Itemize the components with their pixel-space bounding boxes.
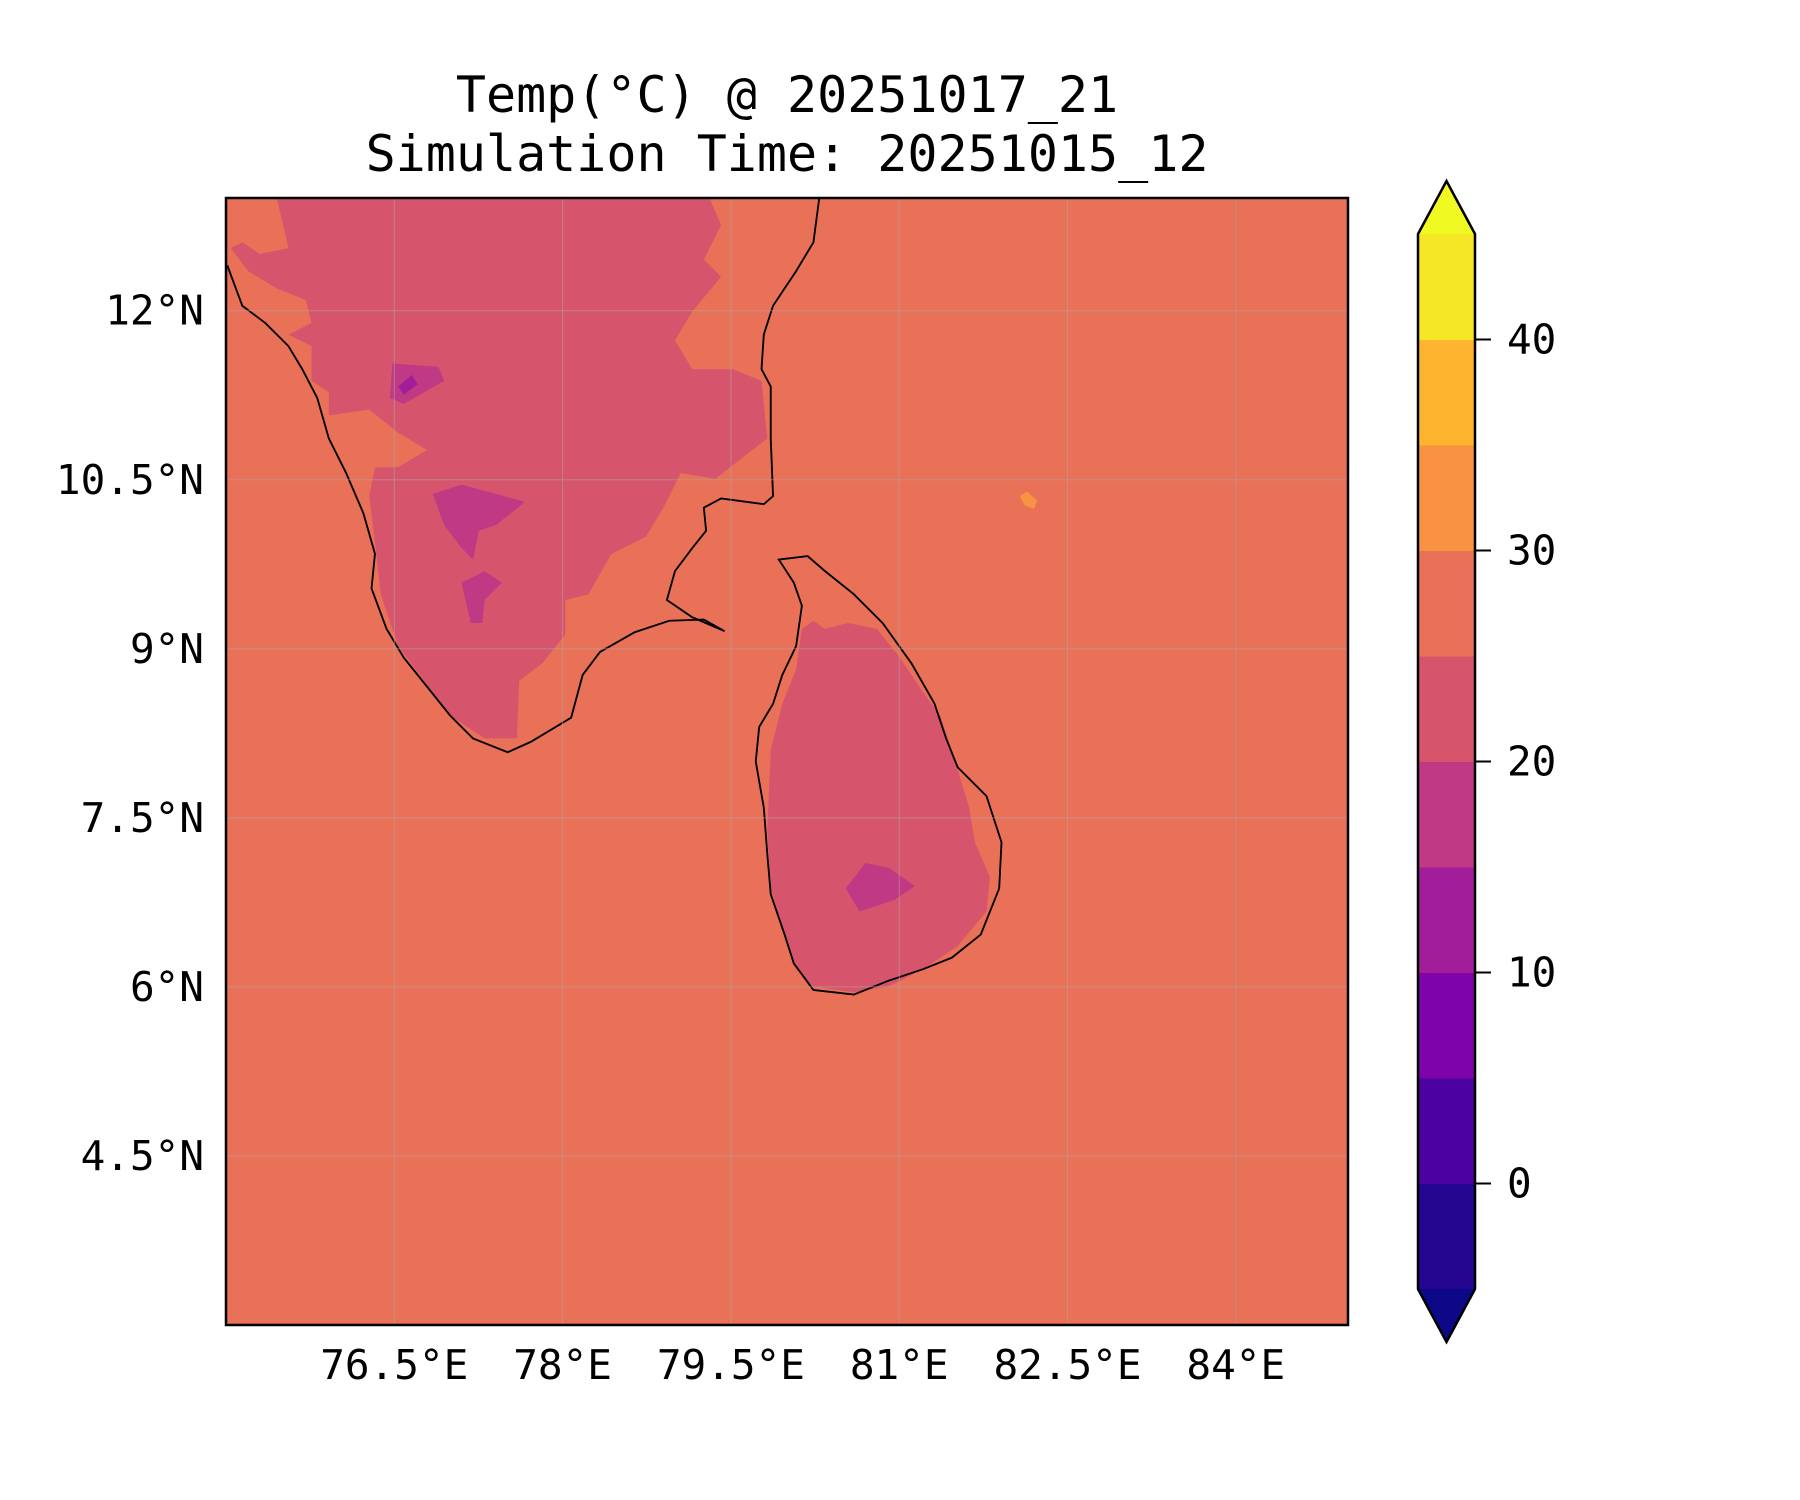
colorbar-bin [1418,339,1475,446]
gridlines [226,198,1348,1325]
colorbar-bin [1418,1078,1475,1184]
india-coastline [226,198,821,754]
x-tick-label: 78°E [513,1341,612,1389]
colorbar-bin [1418,445,1475,551]
map-area [226,198,1348,1325]
colorbar-outline [1416,178,1477,1345]
colorbar-under-extend [1418,1289,1475,1342]
x-axis: 76.5°E 78°E 79.5°E 81°E 82.5°E 84°E [320,1341,1285,1389]
india-highland-field [432,484,525,560]
y-tick-label: 4.5°N [81,1132,204,1180]
x-tick-label: 82.5°E [993,1341,1141,1389]
srilanka-highland-field [845,863,915,912]
y-tick-label: 7.5°N [81,794,204,842]
srilanka-inland-field [767,620,990,993]
colorbar-bin [1418,972,1475,1079]
india-inland-field [230,198,768,739]
colorbar-bin [1418,867,1475,973]
colorbar: 0 10 20 30 40 [1416,178,1556,1345]
y-tick-label: 10.5°N [56,456,204,504]
srilanka-coastline [754,555,1003,996]
colorbar-bin [1418,656,1475,762]
y-axis: 12°N 10.5°N 9°N 7.5°N 6°N 4.5°N [56,287,204,1180]
y-tick-label: 6°N [130,963,204,1011]
colorbar-bin [1418,234,1475,340]
warm-spot [1019,491,1038,509]
axes-frame [224,196,1350,1327]
x-tick-label: 81°E [850,1341,949,1389]
x-tick-label: 76.5°E [320,1341,468,1389]
chart-subtitle: Simulation Time: 20251015_12 [366,125,1209,183]
colorbar-tick-label: 0 [1507,1160,1532,1208]
colorbar-tick-label: 30 [1507,527,1556,575]
y-tick-label: 12°N [105,287,204,335]
colorbar-bin [1418,1183,1475,1290]
x-tick-label: 84°E [1186,1341,1285,1389]
india-highland-field [461,571,502,624]
colorbar-tick-label: 10 [1507,949,1556,997]
chart-title: Temp(°C) @ 20251017_21 [456,66,1118,124]
y-tick-label: 9°N [130,625,204,673]
colorbar-tick-label: 20 [1507,738,1556,786]
india-peak-field [398,374,418,395]
colorbar-over-extend [1418,181,1475,234]
colorbar-bin [1418,550,1475,657]
colorbar-tick-label: 40 [1507,316,1556,364]
x-tick-label: 79.5°E [657,1341,805,1389]
colorbar-bin [1418,761,1475,868]
